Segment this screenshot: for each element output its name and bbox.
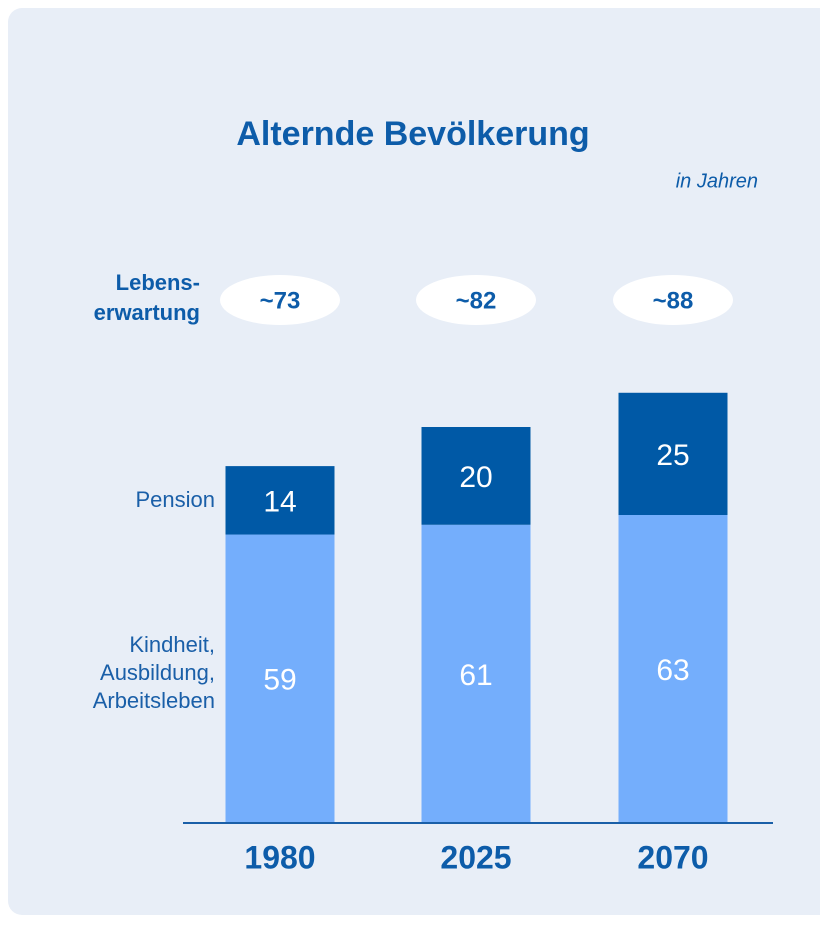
- value-label: 63: [656, 654, 689, 687]
- x-tick-label: 2025: [440, 839, 511, 875]
- value-label: 20: [459, 461, 492, 494]
- total-label: ~88: [653, 287, 694, 314]
- bar-segment: [421, 524, 531, 823]
- bar-segment: [421, 427, 531, 525]
- bar-segment: [618, 515, 728, 823]
- total-badge: [613, 275, 733, 325]
- bar-segment: [225, 466, 335, 535]
- total-label: ~73: [260, 287, 301, 314]
- chart-title: Alternde Bevölkerung: [236, 115, 589, 153]
- value-label: 61: [459, 659, 492, 692]
- x-tick-label: 1980: [244, 839, 315, 875]
- total-badge: [416, 275, 536, 325]
- series-label: Pension: [135, 487, 215, 513]
- series-label: Kindheit, Ausbildung, Arbeitsleben: [92, 631, 215, 713]
- x-tick-label: 2070: [637, 839, 708, 875]
- total-badge: [220, 275, 340, 325]
- bar-segment: [618, 392, 728, 515]
- value-label: 14: [263, 485, 296, 518]
- value-label: 59: [263, 664, 296, 697]
- value-label: 25: [656, 439, 689, 472]
- chart-subtitle: in Jahren: [676, 170, 758, 192]
- bar-segment: [225, 534, 335, 823]
- total-label-title: Lebens-erwartung: [93, 270, 200, 325]
- total-label: ~82: [456, 287, 497, 314]
- card: [8, 8, 820, 915]
